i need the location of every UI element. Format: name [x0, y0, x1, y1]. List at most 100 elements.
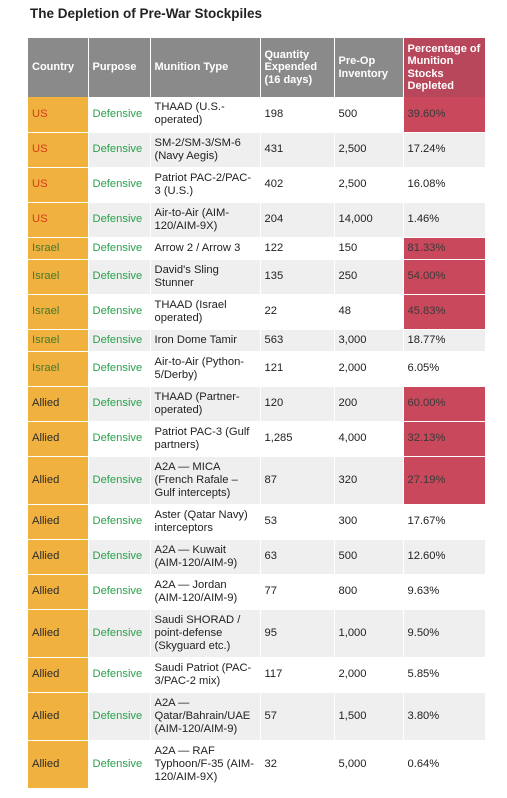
- quantity-expended-cell: 122: [260, 237, 335, 260]
- table-row: Israel Defensive Iron Dome Tamir 563 3,000 18…: [28, 329, 486, 352]
- table-row: Allied Defensive Aster (Qatar Navy) interc…: [28, 504, 486, 540]
- purpose-cell: Defensive: [88, 259, 151, 295]
- munition-type-cell: A2A — Kuwait (AIM-120/AIM-9): [150, 539, 261, 575]
- country-cell: US: [28, 167, 89, 203]
- table-row: Allied Defensive A2A — Jordan (AIM-120/AIM…: [28, 574, 486, 610]
- percentage-depleted-cell: 39.60%: [403, 97, 486, 133]
- munition-type-cell: Air-to-Air (AIM-120/AIM-9X): [150, 202, 261, 238]
- country-cell: Allied: [28, 504, 89, 540]
- country-cell: Israel: [28, 259, 89, 295]
- header-quantity-expended: Quantity Expended (16 days): [260, 38, 335, 97]
- pre-op-inventory-cell: 200: [334, 386, 404, 422]
- pre-op-inventory-cell: 2,500: [334, 132, 404, 168]
- pre-op-inventory-cell: 48: [334, 294, 404, 330]
- percentage-depleted-cell: 16.08%: [403, 167, 486, 203]
- country-cell: Allied: [28, 574, 89, 610]
- purpose-cell: Defensive: [88, 202, 151, 238]
- quantity-expended-cell: 57: [260, 692, 335, 741]
- munition-type-cell: A2A — MICA (French Rafale – Gulf interce…: [150, 456, 261, 505]
- table-row: Allied Defensive A2A — Qatar/Bahrain/UAE (…: [28, 692, 486, 741]
- percentage-depleted-cell: 6.05%: [403, 351, 486, 387]
- country-cell: Allied: [28, 657, 89, 693]
- country-cell: Allied: [28, 386, 89, 422]
- percentage-depleted-cell: 9.50%: [403, 609, 486, 658]
- country-cell: US: [28, 202, 89, 238]
- pre-op-inventory-cell: 1,000: [334, 609, 404, 658]
- purpose-cell: Defensive: [88, 386, 151, 422]
- table-body: US Defensive THAAD (U.S.-operated) 198 500 39…: [28, 97, 486, 789]
- stockpile-table: Country Purpose Munition Type Quantity E…: [28, 38, 486, 789]
- header-munition-type: Munition Type: [150, 38, 261, 97]
- percentage-depleted-cell: 12.60%: [403, 539, 486, 575]
- quantity-expended-cell: 77: [260, 574, 335, 610]
- table-row: Allied Defensive THAAD (Partner-operated) 1…: [28, 386, 486, 422]
- percentage-depleted-cell: 60.00%: [403, 386, 486, 422]
- purpose-cell: Defensive: [88, 132, 151, 168]
- pre-op-inventory-cell: 150: [334, 237, 404, 260]
- munition-type-cell: A2A — RAF Typhoon/F-35 (AIM-120/AIM-9X): [150, 740, 261, 789]
- country-cell: Allied: [28, 740, 89, 789]
- quantity-expended-cell: 1,285: [260, 421, 335, 457]
- purpose-cell: Defensive: [88, 237, 151, 260]
- munition-type-cell: Air-to-Air (Python-5/Derby): [150, 351, 261, 387]
- purpose-cell: Defensive: [88, 351, 151, 387]
- munition-type-cell: Aster (Qatar Navy) interceptors: [150, 504, 261, 540]
- munition-type-cell: THAAD (Israel operated): [150, 294, 261, 330]
- header-purpose: Purpose: [88, 38, 151, 97]
- quantity-expended-cell: 63: [260, 539, 335, 575]
- percentage-depleted-cell: 0.64%: [403, 740, 486, 789]
- table-row: Allied Defensive A2A — Kuwait (AIM-120/AIM…: [28, 539, 486, 575]
- percentage-depleted-cell: 45.83%: [403, 294, 486, 330]
- pre-op-inventory-cell: 320: [334, 456, 404, 505]
- percentage-depleted-cell: 17.67%: [403, 504, 486, 540]
- munition-type-cell: David's Sling Stunner: [150, 259, 261, 295]
- country-cell: US: [28, 97, 89, 133]
- purpose-cell: Defensive: [88, 456, 151, 505]
- pre-op-inventory-cell: 500: [334, 539, 404, 575]
- purpose-cell: Defensive: [88, 609, 151, 658]
- table-header-row: Country Purpose Munition Type Quantity E…: [28, 38, 486, 97]
- percentage-depleted-cell: 1.46%: [403, 202, 486, 238]
- munition-type-cell: THAAD (Partner-operated): [150, 386, 261, 422]
- purpose-cell: Defensive: [88, 167, 151, 203]
- percentage-depleted-cell: 18.77%: [403, 329, 486, 352]
- munition-type-cell: Arrow 2 / Arrow 3: [150, 237, 261, 260]
- percentage-depleted-cell: 54.00%: [403, 259, 486, 295]
- quantity-expended-cell: 402: [260, 167, 335, 203]
- quantity-expended-cell: 198: [260, 97, 335, 133]
- country-cell: US: [28, 132, 89, 168]
- quantity-expended-cell: 431: [260, 132, 335, 168]
- percentage-depleted-cell: 3.80%: [403, 692, 486, 741]
- purpose-cell: Defensive: [88, 421, 151, 457]
- quantity-expended-cell: 121: [260, 351, 335, 387]
- pre-op-inventory-cell: 2,000: [334, 657, 404, 693]
- pre-op-inventory-cell: 250: [334, 259, 404, 295]
- munition-type-cell: Saudi Patriot (PAC-3/PAC-2 mix): [150, 657, 261, 693]
- percentage-depleted-cell: 32.13%: [403, 421, 486, 457]
- pre-op-inventory-cell: 500: [334, 97, 404, 133]
- quantity-expended-cell: 87: [260, 456, 335, 505]
- purpose-cell: Defensive: [88, 97, 151, 133]
- table-row: US Defensive THAAD (U.S.-operated) 198 500 39…: [28, 97, 486, 133]
- munition-type-cell: SM-2/SM-3/SM-6 (Navy Aegis): [150, 132, 261, 168]
- country-cell: Israel: [28, 351, 89, 387]
- pre-op-inventory-cell: 5,000: [334, 740, 404, 789]
- country-cell: Allied: [28, 692, 89, 741]
- quantity-expended-cell: 117: [260, 657, 335, 693]
- munition-type-cell: THAAD (U.S.-operated): [150, 97, 261, 133]
- table-row: Israel Defensive Air-to-Air (Python-5/Derb…: [28, 351, 486, 387]
- pre-op-inventory-cell: 2,000: [334, 351, 404, 387]
- pre-op-inventory-cell: 1,500: [334, 692, 404, 741]
- table-row: Israel Defensive David's Sling Stunner 135 2…: [28, 259, 486, 295]
- quantity-expended-cell: 95: [260, 609, 335, 658]
- quantity-expended-cell: 204: [260, 202, 335, 238]
- country-cell: Israel: [28, 294, 89, 330]
- header-percentage-depleted: Percentage of Munition Stocks Depleted: [403, 38, 486, 97]
- country-cell: Allied: [28, 609, 89, 658]
- purpose-cell: Defensive: [88, 574, 151, 610]
- purpose-cell: Defensive: [88, 294, 151, 330]
- percentage-depleted-cell: 5.85%: [403, 657, 486, 693]
- percentage-depleted-cell: 17.24%: [403, 132, 486, 168]
- table-row: Allied Defensive Saudi SHORAD / point-defe…: [28, 609, 486, 658]
- table-row: US Defensive Air-to-Air (AIM-120/AIM-9X) 20…: [28, 202, 486, 238]
